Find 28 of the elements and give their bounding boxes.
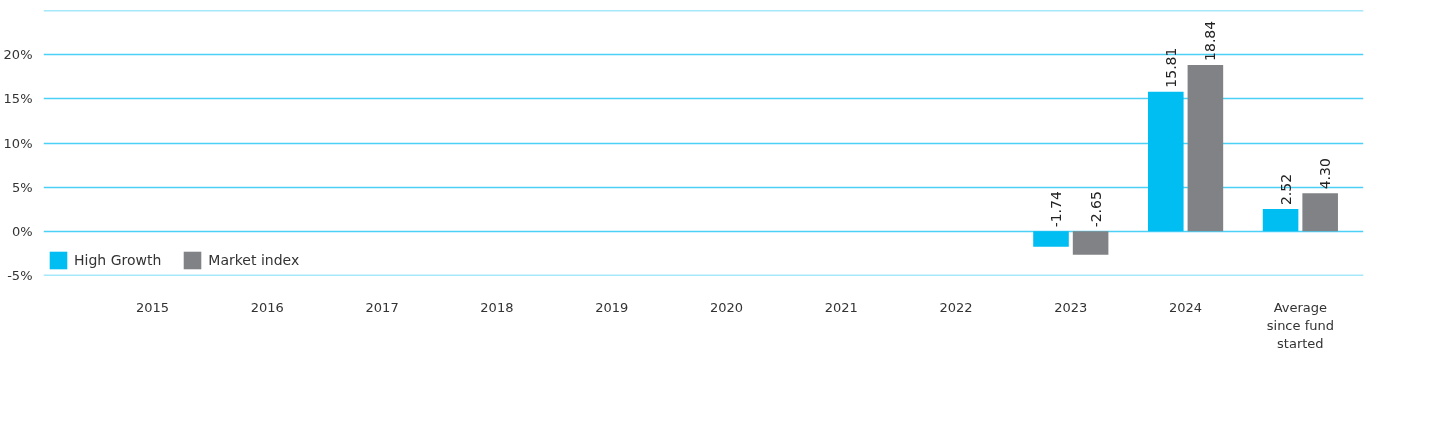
y-tick-label: 15% bbox=[3, 91, 33, 107]
legend-label: High Growth bbox=[74, 252, 162, 268]
x-tick-label: 2016 bbox=[250, 299, 284, 315]
text: 15.81 bbox=[1162, 47, 1179, 88]
x-tick-label: Average since fund started bbox=[1266, 299, 1334, 351]
y-tick-label: -5% bbox=[7, 268, 33, 283]
x-tick-label: 2015 bbox=[136, 299, 170, 315]
x-tick-label: 2020 bbox=[709, 299, 744, 315]
text: -2.65 bbox=[1087, 191, 1104, 228]
x-tick-label: 2019 bbox=[595, 299, 629, 315]
x-tick-label: 2023 bbox=[1054, 299, 1088, 315]
y-tick-label: 0% bbox=[11, 223, 33, 239]
text: -1.74 bbox=[1048, 191, 1064, 228]
x-tick-label: 2024 bbox=[1169, 299, 1203, 315]
x-tick-label: 2017 bbox=[365, 299, 399, 315]
text: 2.52 bbox=[1277, 173, 1294, 206]
bar bbox=[1187, 64, 1224, 232]
x-tick-label: 2021 bbox=[824, 299, 858, 315]
bar bbox=[1072, 231, 1109, 255]
legend-label: Market index bbox=[208, 252, 300, 268]
y-tick-label: 5% bbox=[11, 179, 33, 195]
y-tick-label: 10% bbox=[3, 135, 33, 151]
y-tick-label: 20% bbox=[3, 47, 33, 63]
x-tick-label: 2018 bbox=[480, 299, 514, 315]
text: 18.84 bbox=[1202, 20, 1219, 61]
x-tick-label: 2022 bbox=[939, 299, 973, 315]
bar bbox=[1302, 193, 1338, 232]
text: 4.30 bbox=[1317, 158, 1334, 190]
